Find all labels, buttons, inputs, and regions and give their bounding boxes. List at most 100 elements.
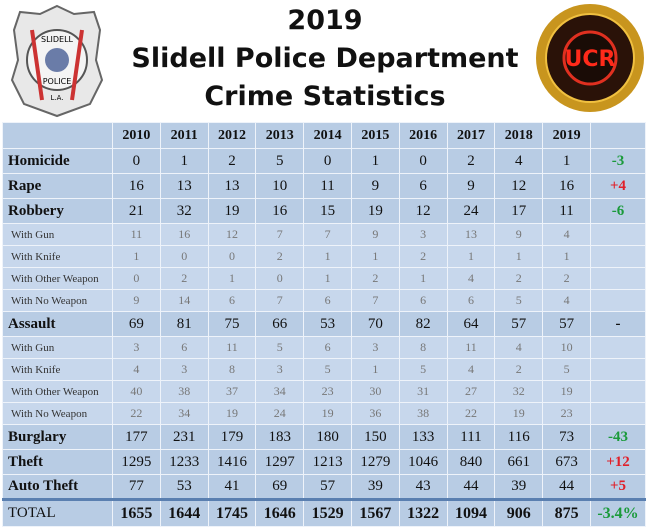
change-cell	[590, 358, 646, 381]
title-line: Crime Statistics	[204, 81, 446, 112]
cell: 22	[446, 402, 496, 425]
year-header: 2013	[255, 122, 305, 149]
cell: 53	[159, 474, 209, 500]
change-cell: +4	[590, 173, 646, 199]
cell: 1644	[159, 498, 209, 527]
table-row: With No Weapon 22 34 19 24 19 36 38 22 19 23	[2, 402, 646, 425]
title-line: 2019	[287, 5, 363, 36]
ucr-seal: UCR	[536, 4, 644, 112]
cell: 0	[207, 245, 257, 268]
cell: 11	[446, 336, 496, 359]
row-label: TOTAL	[2, 498, 113, 527]
table-row: With Gun 11 16 12 7 7 9 3 13 9 4	[2, 223, 646, 246]
cell: 2	[398, 245, 448, 268]
row-label: Auto Theft	[2, 474, 113, 500]
cell: 38	[398, 402, 448, 425]
cell: 27	[446, 380, 496, 403]
cell: 1322	[398, 498, 448, 527]
cell: 1213	[303, 449, 352, 475]
year-header: 2018	[494, 122, 544, 149]
cell: 875	[542, 498, 591, 527]
cell: 5	[303, 358, 352, 381]
cell: 15	[303, 198, 352, 224]
cell: 69	[112, 311, 161, 337]
cell: 70	[350, 311, 400, 337]
cell: 39	[494, 474, 544, 500]
year-header: 2011	[159, 122, 209, 149]
cell: 133	[398, 424, 448, 450]
cell: 11	[542, 198, 591, 224]
change-cell	[590, 402, 646, 425]
change-cell	[590, 267, 646, 290]
year-header: 2012	[207, 122, 257, 149]
cell: 3	[255, 358, 305, 381]
change-cell	[590, 289, 646, 312]
cell: 180	[303, 424, 352, 450]
cell: 81	[159, 311, 209, 337]
year-header: 2014	[303, 122, 352, 149]
cell: 64	[446, 311, 496, 337]
table-row: With No Weapon 9 14 6 7 6 7 6 6 5 4	[2, 289, 646, 312]
cell: 14	[159, 289, 209, 312]
cell: 13	[446, 223, 496, 246]
cell: 179	[207, 424, 257, 450]
cell: 13	[207, 173, 257, 199]
cell: 23	[303, 380, 352, 403]
cell: 6	[159, 336, 209, 359]
cell: 1	[303, 267, 352, 290]
change-cell	[590, 380, 646, 403]
row-label: With Knife	[2, 358, 113, 381]
cell: 23	[542, 402, 591, 425]
cell: 6	[398, 173, 448, 199]
seal-text: UCR	[565, 47, 616, 72]
change-cell: +12	[590, 449, 646, 475]
cell: 1094	[446, 498, 496, 527]
cell: 12	[207, 223, 257, 246]
cell: 22	[112, 402, 161, 425]
cell: 6	[303, 289, 352, 312]
cell: 36	[350, 402, 400, 425]
cell: 1	[159, 148, 209, 174]
cell: 4	[542, 223, 591, 246]
cell: 673	[542, 449, 591, 475]
cell: 16	[159, 223, 209, 246]
table-row: With Knife 1 0 0 2 1 1 2 1 1 1	[2, 245, 646, 268]
cell: 6	[207, 289, 257, 312]
cell: 1416	[207, 449, 257, 475]
year-header: 2017	[446, 122, 496, 149]
cell: 116	[494, 424, 544, 450]
cell: 21	[112, 198, 161, 224]
title-line: Slidell Police Department	[131, 43, 519, 74]
row-label: Rape	[2, 173, 113, 199]
table-row: Auto Theft 77 53 41 69 57 39 43 44 39 44 +5	[2, 474, 646, 500]
cell: 4	[446, 267, 496, 290]
row-label: With Gun	[2, 336, 113, 359]
table-row: Homicide 0 1 2 5 0 1 0 2 4 1 -3	[2, 148, 646, 174]
change-cell: -	[590, 311, 646, 337]
cell: 6	[446, 289, 496, 312]
cell: 661	[494, 449, 544, 475]
cell: 3	[112, 336, 161, 359]
cell: 44	[542, 474, 591, 500]
cell: 9	[446, 173, 496, 199]
cell: 4	[494, 148, 544, 174]
cell: 1233	[159, 449, 209, 475]
cell: 39	[350, 474, 400, 500]
cell: 16	[112, 173, 161, 199]
cell: 1529	[303, 498, 352, 527]
cell: 34	[159, 402, 209, 425]
cell: 7	[255, 289, 305, 312]
cell: 1	[398, 267, 448, 290]
row-label: With No Weapon	[2, 402, 113, 425]
cell: 1567	[350, 498, 400, 527]
cell: 1	[494, 245, 544, 268]
badge-text: SLIDELL	[41, 35, 74, 44]
cell: 12	[398, 198, 448, 224]
cell: 1	[207, 267, 257, 290]
cell: 40	[112, 380, 161, 403]
cell: 31	[398, 380, 448, 403]
cell: 57	[494, 311, 544, 337]
cell: 32	[494, 380, 544, 403]
cell: 11	[207, 336, 257, 359]
cell: 1	[112, 245, 161, 268]
